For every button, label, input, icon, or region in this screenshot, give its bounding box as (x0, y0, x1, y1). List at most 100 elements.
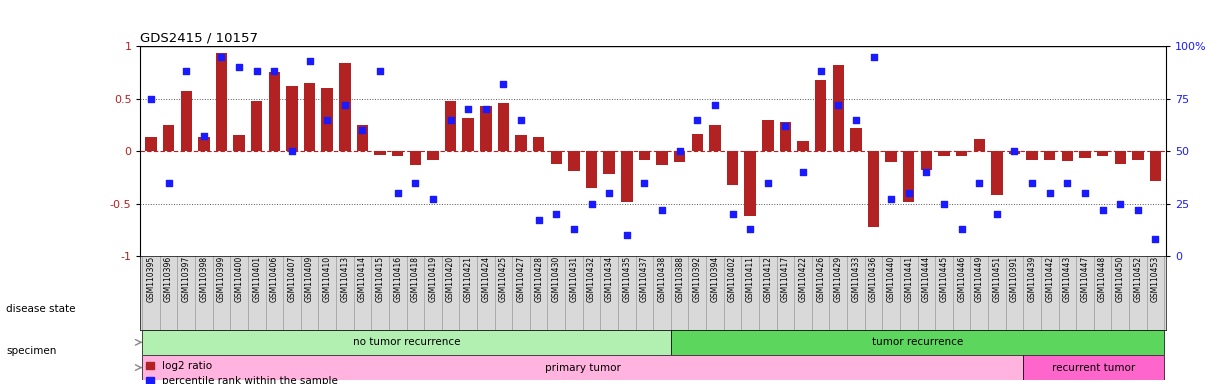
Point (194, 133, 214, 139)
Point (687, 117, 707, 123)
Point (282, 148, 302, 154)
Bar (286, 86, 298, 151)
Bar (868, 151, 879, 227)
Bar (762, 120, 774, 151)
Point (1128, 207, 1148, 213)
Point (600, 190, 619, 196)
Point (635, 180, 654, 186)
Point (969, 180, 989, 186)
Bar (938, 151, 950, 156)
Bar (162, 125, 175, 151)
Bar (657, 151, 668, 165)
Bar (252, 101, 263, 151)
Point (265, 68, 284, 74)
Point (917, 169, 937, 175)
Bar (991, 151, 1002, 195)
Bar (357, 125, 369, 151)
Bar (233, 136, 245, 151)
Point (1076, 190, 1095, 196)
Bar (532, 137, 545, 151)
Point (476, 106, 496, 112)
Bar (639, 151, 650, 159)
Bar (480, 106, 492, 151)
Bar (956, 151, 967, 156)
Point (652, 207, 672, 213)
Bar (797, 141, 808, 151)
Point (1093, 207, 1112, 213)
Point (1005, 148, 1024, 154)
Bar (142, 355, 1023, 380)
Bar (850, 128, 862, 151)
Point (723, 211, 742, 217)
Text: tumor recurrence: tumor recurrence (872, 337, 963, 348)
Point (581, 200, 601, 207)
Bar (498, 103, 509, 151)
Legend: log2 ratio, percentile rank within the sample: log2 ratio, percentile rank within the s… (145, 361, 338, 384)
Point (177, 68, 197, 74)
Point (1022, 180, 1042, 186)
Bar (904, 151, 915, 202)
Bar (339, 63, 350, 151)
Bar (269, 72, 280, 151)
Point (952, 226, 972, 232)
Bar (142, 330, 670, 355)
Bar (321, 88, 333, 151)
Bar (198, 137, 210, 151)
Bar (375, 151, 386, 156)
Bar (1150, 151, 1161, 180)
Bar (568, 151, 580, 171)
Bar (621, 151, 632, 202)
Bar (709, 125, 720, 151)
Bar (814, 80, 827, 151)
Point (512, 117, 531, 123)
Point (529, 217, 548, 223)
Point (441, 117, 460, 123)
Point (300, 58, 320, 64)
Point (388, 190, 408, 196)
Point (424, 196, 443, 202)
Bar (1023, 355, 1165, 380)
Point (846, 117, 866, 123)
Point (1057, 180, 1077, 186)
Bar (1115, 151, 1126, 164)
Text: GDS2415 / 10157: GDS2415 / 10157 (140, 31, 259, 44)
Point (370, 68, 389, 74)
Point (317, 117, 337, 123)
Bar (515, 136, 526, 151)
Point (547, 211, 567, 217)
Point (987, 211, 1006, 217)
Bar (551, 151, 562, 164)
Point (458, 106, 477, 112)
Point (775, 123, 795, 129)
Point (934, 200, 954, 207)
Bar (921, 151, 932, 170)
Point (353, 127, 372, 133)
Bar (304, 83, 315, 151)
Point (564, 226, 584, 232)
Bar (181, 91, 192, 151)
Point (740, 226, 759, 232)
Bar (409, 151, 421, 165)
Point (706, 102, 725, 108)
Point (247, 68, 266, 74)
Bar (1061, 151, 1073, 161)
Bar (427, 151, 438, 159)
Point (863, 53, 883, 60)
Point (670, 148, 690, 154)
Point (142, 96, 161, 102)
Bar (1009, 151, 1021, 154)
Point (1145, 236, 1165, 242)
Text: specimen: specimen (6, 346, 56, 356)
Bar (885, 151, 897, 162)
Bar (745, 151, 756, 216)
Bar (1079, 151, 1090, 159)
Point (405, 180, 425, 186)
Bar (973, 139, 985, 151)
Text: primary tumor: primary tumor (545, 362, 620, 372)
Bar (1132, 151, 1144, 159)
Text: disease state: disease state (6, 304, 76, 314)
Point (617, 232, 636, 238)
Point (829, 102, 849, 108)
Bar (392, 151, 403, 156)
Text: recurrent tumor: recurrent tumor (1053, 362, 1136, 372)
